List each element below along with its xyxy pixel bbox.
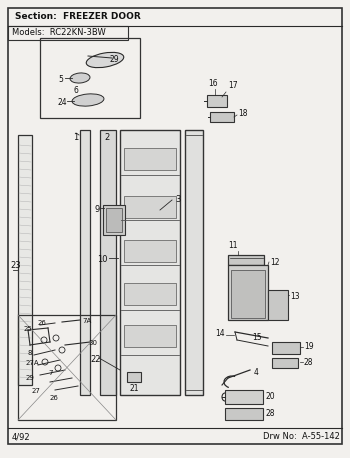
Text: 25: 25 [24, 326, 33, 332]
Text: 5: 5 [58, 75, 63, 84]
Text: Drw No:  A-55-142: Drw No: A-55-142 [263, 432, 340, 441]
Text: 15: 15 [252, 333, 262, 342]
Text: 27: 27 [32, 388, 41, 394]
Bar [185, 130, 203, 395]
Bar [40, 38, 140, 118]
Bar [225, 390, 263, 404]
Text: 14: 14 [215, 328, 225, 338]
Bar [124, 240, 176, 262]
Bar [18, 315, 116, 420]
Bar [210, 112, 234, 122]
Text: 12: 12 [270, 258, 280, 267]
Ellipse shape [70, 73, 90, 83]
Text: 17: 17 [228, 81, 238, 90]
Bar [272, 358, 298, 368]
Text: 4: 4 [254, 368, 259, 377]
Bar [106, 208, 122, 232]
Text: 13: 13 [290, 292, 300, 301]
Text: 29: 29 [26, 375, 35, 381]
Bar [272, 342, 300, 354]
Text: 30: 30 [88, 340, 97, 346]
Bar [124, 283, 176, 305]
Text: 28: 28 [304, 358, 314, 367]
Bar [100, 130, 116, 395]
Text: 18: 18 [238, 109, 247, 118]
Bar [225, 408, 263, 420]
Bar [124, 325, 176, 347]
Text: 26: 26 [50, 395, 59, 401]
Text: 26: 26 [38, 320, 47, 326]
Text: Models:  RC22KN-3BW: Models: RC22KN-3BW [12, 28, 106, 37]
Text: 4/92: 4/92 [12, 432, 31, 441]
Text: 6: 6 [73, 86, 78, 95]
Ellipse shape [86, 52, 124, 68]
Text: 9: 9 [95, 205, 100, 214]
Bar [127, 372, 141, 382]
Text: Section:  FREEZER DOOR: Section: FREEZER DOOR [15, 12, 141, 21]
Bar [124, 148, 176, 170]
Bar [268, 290, 288, 320]
Bar [231, 270, 265, 318]
Text: 19: 19 [304, 342, 314, 351]
Text: 21: 21 [130, 384, 140, 393]
Bar [103, 205, 125, 235]
Bar [228, 265, 268, 320]
Text: 2: 2 [104, 133, 109, 142]
Bar [124, 196, 176, 218]
Bar [8, 26, 128, 40]
Text: 10: 10 [98, 255, 108, 264]
Text: 23: 23 [10, 261, 21, 269]
Text: 3: 3 [175, 195, 180, 204]
Text: 24: 24 [58, 98, 68, 107]
Text: 20: 20 [265, 392, 275, 401]
Bar [18, 135, 32, 385]
Text: 27A: 27A [26, 360, 40, 366]
Text: 11: 11 [228, 241, 238, 250]
Text: 1: 1 [73, 133, 78, 142]
Bar [207, 95, 227, 107]
Text: 16: 16 [208, 79, 218, 88]
Text: 28: 28 [265, 409, 274, 418]
Ellipse shape [72, 94, 104, 106]
Text: 29: 29 [110, 55, 120, 64]
Text: 7A: 7A [82, 318, 91, 324]
Bar [120, 130, 180, 395]
Text: 22: 22 [90, 355, 100, 364]
Text: 8: 8 [28, 350, 33, 356]
Bar [80, 130, 90, 395]
Text: 7: 7 [48, 370, 52, 376]
Bar [228, 255, 264, 265]
